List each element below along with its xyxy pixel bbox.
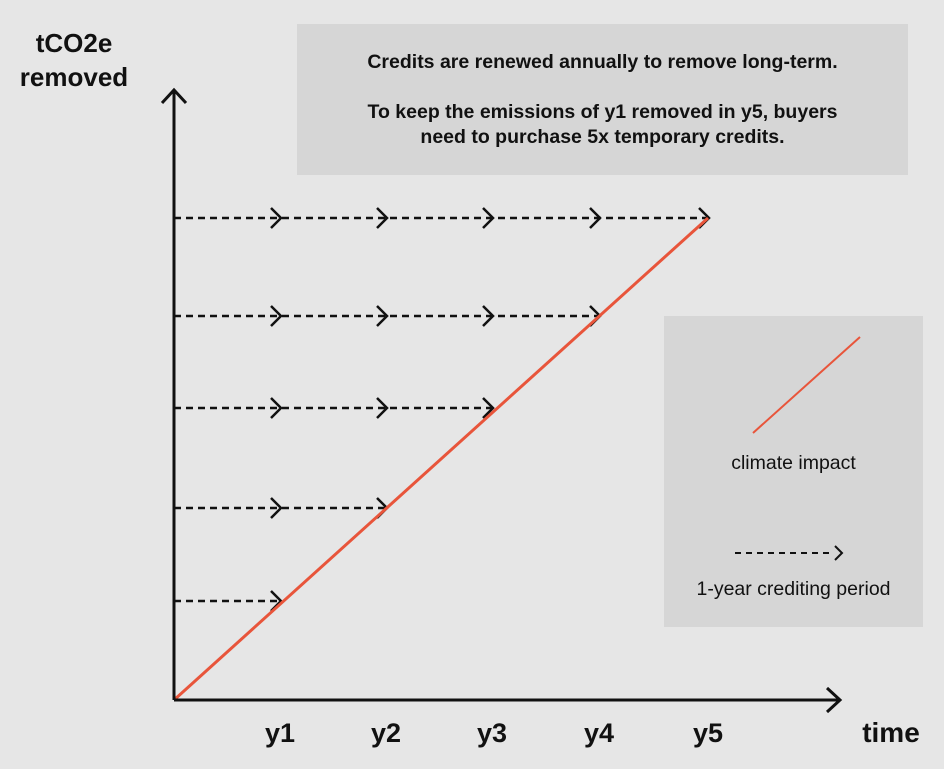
credit-arrowhead bbox=[589, 207, 602, 229]
climate-impact-line bbox=[172, 216, 710, 702]
legend-period-label: 1-year crediting period bbox=[696, 578, 891, 600]
note-line1: Credits are renewed annually to remove l… bbox=[367, 50, 838, 73]
tick-y4: y4 bbox=[583, 718, 615, 748]
credit-arrowhead bbox=[482, 207, 495, 229]
credit-arrowhead bbox=[482, 397, 495, 419]
credit-row bbox=[174, 305, 602, 327]
tick-y1: y1 bbox=[264, 718, 296, 748]
credit-arrowhead bbox=[376, 207, 389, 229]
credit-row bbox=[174, 590, 283, 612]
x-axis-label: time bbox=[862, 717, 920, 748]
credit-arrowhead bbox=[376, 397, 389, 419]
tick-y5: y5 bbox=[692, 718, 724, 748]
y-axis-label: tCO2e removed bbox=[0, 26, 148, 94]
legend-period-swatch bbox=[735, 545, 844, 561]
credit-row bbox=[174, 207, 711, 229]
credit-arrowhead bbox=[376, 305, 389, 327]
credit-arrowhead bbox=[270, 497, 283, 519]
credit-arrowhead bbox=[270, 305, 283, 327]
credit-row bbox=[174, 397, 495, 419]
note-line2a: To keep the emissions of y1 removed in y… bbox=[367, 100, 838, 123]
explanation-note: Credits are renewed annually to remove l… bbox=[297, 24, 908, 175]
tick-y2: y2 bbox=[370, 718, 402, 748]
credit-arrowhead bbox=[482, 305, 495, 327]
legend-impact-label: climate impact bbox=[731, 452, 856, 474]
y-axis-label-line1: tCO2e bbox=[35, 28, 113, 58]
credit-arrowhead bbox=[270, 397, 283, 419]
x-axis bbox=[174, 686, 843, 714]
credit-arrowhead bbox=[270, 207, 283, 229]
y-axis bbox=[160, 87, 188, 700]
tick-y3: y3 bbox=[476, 718, 508, 748]
legend: climate impact 1-year crediting period bbox=[664, 316, 923, 627]
legend-impact-swatch bbox=[752, 336, 861, 434]
credit-row bbox=[174, 497, 389, 519]
crediting-rows bbox=[174, 207, 711, 612]
note-line2b: need to purchase 5x temporary credits. bbox=[420, 125, 785, 148]
y-axis-label-line2: removed bbox=[19, 62, 129, 92]
